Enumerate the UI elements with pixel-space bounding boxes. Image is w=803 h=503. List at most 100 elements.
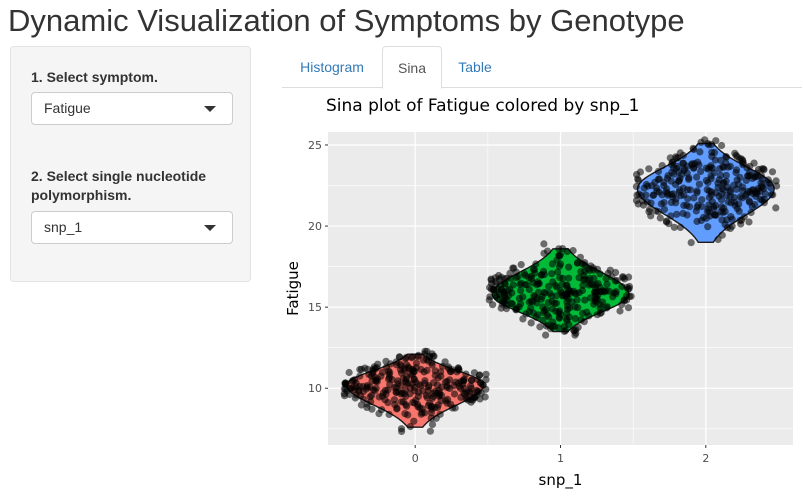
- data-point: [669, 190, 678, 198]
- data-point: [418, 409, 426, 417]
- tab-table[interactable]: Table: [458, 59, 492, 75]
- data-point: [487, 276, 495, 284]
- data-point: [428, 359, 436, 367]
- data-point: [517, 261, 525, 269]
- data-point: [426, 427, 434, 435]
- data-point: [508, 300, 516, 308]
- data-point: [501, 280, 509, 288]
- data-point: [750, 159, 758, 167]
- data-point: [379, 389, 387, 397]
- data-point: [674, 177, 683, 185]
- data-point: [565, 263, 573, 271]
- data-point: [586, 280, 594, 288]
- data-point: [748, 174, 756, 182]
- data-point: [546, 289, 554, 297]
- data-point: [357, 401, 365, 409]
- data-point: [468, 376, 476, 384]
- data-point: [571, 303, 579, 311]
- y-tick-label: 10: [308, 382, 322, 395]
- data-point: [378, 406, 386, 414]
- data-point: [467, 384, 475, 392]
- data-point: [428, 420, 437, 428]
- data-point: [632, 182, 640, 191]
- data-point: [670, 164, 678, 172]
- data-point: [397, 398, 405, 406]
- data-point: [525, 285, 533, 294]
- data-point: [667, 177, 675, 185]
- data-point: [670, 223, 678, 231]
- x-tick-label: 2: [702, 452, 709, 465]
- data-point: [548, 270, 556, 278]
- data-point: [590, 288, 598, 297]
- tab-sina[interactable]: Sina: [382, 46, 442, 89]
- data-point: [635, 190, 643, 198]
- data-point: [756, 195, 764, 203]
- data-point: [425, 399, 434, 407]
- data-point: [555, 314, 564, 322]
- data-point: [573, 296, 581, 304]
- data-point: [367, 372, 375, 380]
- data-point: [544, 321, 552, 329]
- data-point: [540, 249, 548, 257]
- data-point: [664, 172, 672, 180]
- data-point: [656, 214, 664, 222]
- data-point: [708, 188, 716, 196]
- data-point: [495, 290, 503, 298]
- data-point: [505, 291, 513, 300]
- data-point: [341, 380, 349, 388]
- data-point: [722, 153, 730, 161]
- data-point: [421, 377, 429, 385]
- data-point: [704, 223, 712, 231]
- data-point: [733, 176, 741, 184]
- data-point: [430, 352, 438, 360]
- data-point: [717, 196, 726, 204]
- data-point: [563, 290, 571, 298]
- data-point: [604, 269, 612, 277]
- data-point: [420, 368, 428, 376]
- symptom-select-label: 1. Select symptom.: [31, 69, 158, 85]
- data-point: [757, 171, 765, 179]
- data-point: [406, 422, 414, 431]
- data-point: [368, 405, 376, 413]
- tab-histogram[interactable]: Histogram: [300, 59, 364, 75]
- data-point: [673, 210, 681, 218]
- data-point: [707, 162, 715, 170]
- data-point: [533, 295, 541, 303]
- data-point: [351, 394, 359, 402]
- data-point: [552, 299, 560, 307]
- tab-bar: Histogram Sina Table: [282, 46, 802, 89]
- chevron-down-icon: [204, 225, 216, 231]
- data-point: [658, 162, 666, 170]
- data-point: [361, 364, 369, 372]
- data-point: [435, 391, 443, 399]
- data-point: [404, 363, 412, 371]
- data-point: [559, 274, 567, 282]
- data-point: [683, 169, 691, 177]
- data-point: [356, 372, 364, 380]
- data-point: [587, 262, 595, 270]
- data-point: [759, 165, 768, 173]
- data-point: [446, 384, 454, 392]
- snp-select[interactable]: snp_1: [31, 211, 233, 244]
- data-point: [655, 175, 663, 183]
- data-point: [512, 305, 520, 313]
- data-point: [557, 289, 565, 297]
- data-point: [385, 410, 393, 418]
- data-point: [556, 251, 564, 259]
- data-point: [654, 167, 662, 175]
- data-point: [408, 354, 416, 362]
- data-point: [603, 280, 611, 288]
- data-point: [766, 179, 774, 187]
- data-point: [618, 301, 626, 309]
- data-point: [737, 155, 745, 163]
- data-point: [410, 368, 418, 376]
- data-point: [382, 363, 391, 371]
- data-point: [443, 399, 451, 407]
- symptom-select[interactable]: Fatigue: [31, 92, 233, 125]
- data-point: [660, 182, 668, 190]
- data-point: [680, 191, 688, 199]
- data-point: [454, 364, 462, 372]
- data-point: [621, 275, 629, 283]
- data-point: [410, 417, 418, 425]
- data-point: [434, 374, 442, 382]
